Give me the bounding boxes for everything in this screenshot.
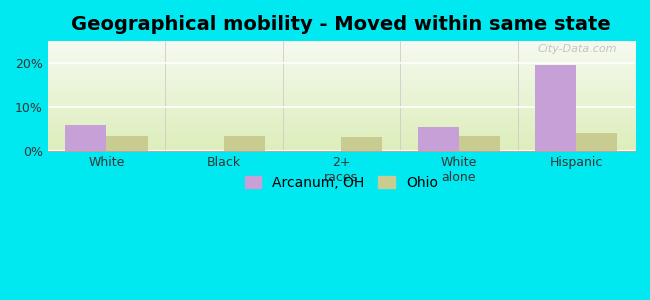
Bar [577,134,617,151]
Bar [418,127,459,151]
Bar [535,65,577,151]
Legend: Arcanum, OH, Ohio: Arcanum, OH, Ohio [238,169,445,197]
Bar [107,136,148,151]
Bar [341,137,382,151]
Bar [66,125,107,151]
Bar [459,136,500,151]
Title: Geographical mobility - Moved within same state: Geographical mobility - Moved within sam… [72,15,611,34]
Text: City-Data.com: City-Data.com [538,44,617,54]
Bar [224,136,265,151]
